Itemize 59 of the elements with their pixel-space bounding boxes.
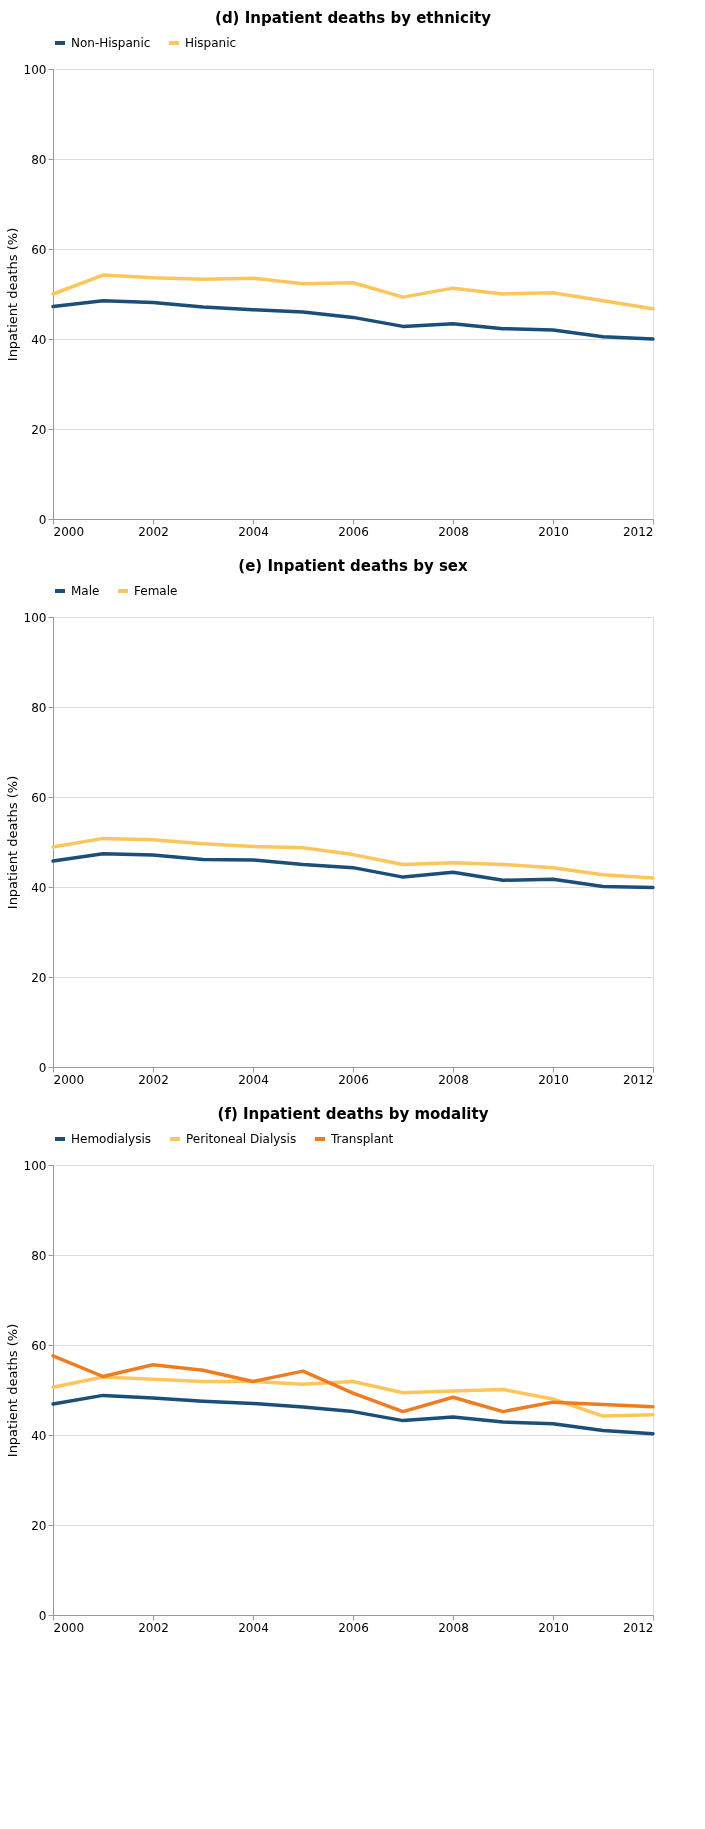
y-tick-label: 40 bbox=[31, 332, 47, 347]
x-tick-label: 2002 bbox=[138, 524, 169, 539]
x-tick-label: 2000 bbox=[53, 1072, 85, 1087]
x-tick-label: 2004 bbox=[238, 524, 269, 539]
legend-label: Transplant bbox=[330, 1132, 394, 1146]
line-series bbox=[51, 299, 655, 341]
y-tick-label: 40 bbox=[31, 880, 47, 895]
x-tick-label: 2004 bbox=[238, 1072, 269, 1087]
x-tick-label: 2012 bbox=[622, 524, 654, 539]
y-tick-label: 40 bbox=[31, 1428, 47, 1443]
y-tick-label: 60 bbox=[31, 790, 47, 805]
legend-label: Male bbox=[71, 584, 100, 598]
x-tick-label: 2000 bbox=[53, 524, 85, 539]
x-tick-label: 2006 bbox=[338, 1072, 369, 1087]
y-tick-label: 80 bbox=[31, 1248, 47, 1263]
line-series bbox=[51, 851, 655, 890]
y-tick-label: 80 bbox=[31, 700, 47, 715]
y-axis-title: Inpatient deaths (%) bbox=[4, 775, 20, 910]
x-tick-label: 2008 bbox=[438, 524, 469, 539]
legend-label: Hispanic bbox=[185, 36, 237, 50]
y-tick-label: 80 bbox=[31, 152, 47, 167]
x-tick-label: 2006 bbox=[338, 1620, 369, 1635]
chart-title: (f) Inpatient deaths by modality bbox=[217, 1105, 489, 1123]
legend-label: Female bbox=[134, 584, 178, 598]
chart-title: (e) Inpatient deaths by sex bbox=[238, 557, 468, 575]
line-series bbox=[51, 1393, 655, 1436]
x-tick-label: 2008 bbox=[438, 1620, 469, 1635]
x-tick-label: 2006 bbox=[338, 524, 369, 539]
y-tick-label: 60 bbox=[31, 242, 47, 257]
x-tick-label: 2004 bbox=[238, 1620, 269, 1635]
y-tick-label: 100 bbox=[23, 1158, 47, 1173]
y-tick-label: 60 bbox=[31, 1338, 47, 1353]
legend-label: Non-Hispanic bbox=[71, 36, 151, 50]
x-tick-label: 2002 bbox=[138, 1620, 169, 1635]
y-tick-label: 100 bbox=[23, 610, 47, 625]
x-tick-label: 2012 bbox=[622, 1620, 654, 1635]
chart-title: (d) Inpatient deaths by ethnicity bbox=[215, 9, 492, 27]
y-tick-label: 0 bbox=[38, 512, 47, 527]
x-tick-label: 2010 bbox=[538, 1072, 569, 1087]
line-series bbox=[51, 273, 655, 311]
line-series bbox=[51, 1375, 655, 1418]
y-tick-label: 20 bbox=[31, 422, 47, 437]
line-series bbox=[51, 836, 655, 880]
y-tick-label: 20 bbox=[31, 970, 47, 985]
x-tick-label: 2000 bbox=[53, 1620, 85, 1635]
x-tick-label: 2012 bbox=[622, 1072, 654, 1087]
x-tick-label: 2008 bbox=[438, 1072, 469, 1087]
y-axis-title: Inpatient deaths (%) bbox=[4, 227, 20, 362]
legend-label: Hemodialysis bbox=[71, 1132, 152, 1146]
legend-label: Peritoneal Dialysis bbox=[186, 1132, 297, 1146]
line-series bbox=[51, 1354, 655, 1414]
y-tick-label: 100 bbox=[23, 62, 47, 77]
y-tick-label: 20 bbox=[31, 1518, 47, 1533]
x-tick-label: 2002 bbox=[138, 1072, 169, 1087]
y-tick-label: 0 bbox=[38, 1060, 47, 1075]
x-tick-label: 2010 bbox=[538, 1620, 569, 1635]
y-tick-label: 0 bbox=[38, 1608, 47, 1623]
x-tick-label: 2010 bbox=[538, 524, 569, 539]
y-axis-title: Inpatient deaths (%) bbox=[4, 1323, 20, 1458]
